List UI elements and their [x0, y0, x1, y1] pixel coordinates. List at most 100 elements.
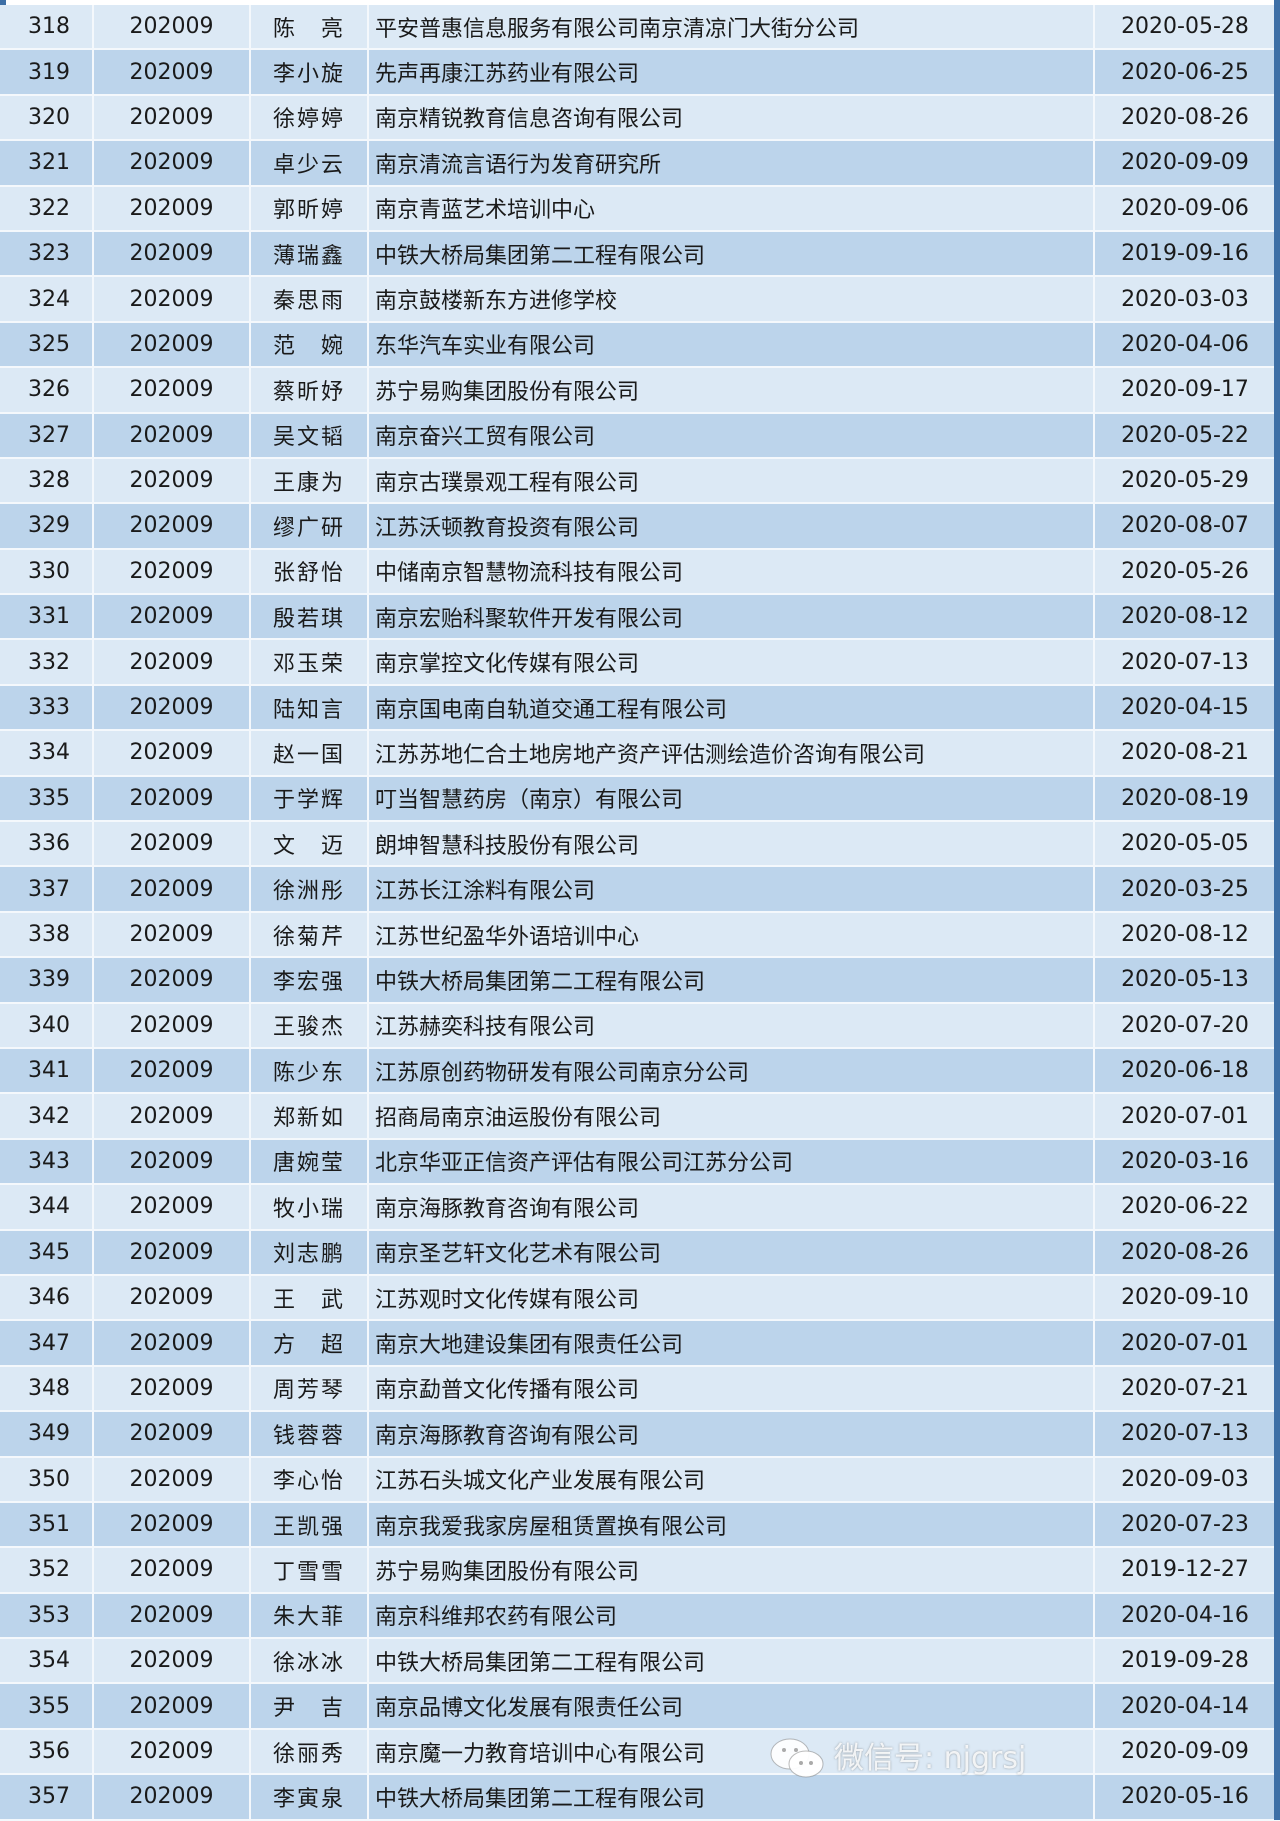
- company-cell: 南京古璞景观工程有限公司: [369, 458, 1095, 503]
- table-row: 342 202009 郑新如 招商局南京油运股份有限公司 2020-07-01: [0, 1094, 1280, 1140]
- table-row: 323 202009 薄瑞鑫 中铁大桥局集团第二工程有限公司 2019-09-16: [0, 231, 1280, 278]
- row-number-cell: 334: [0, 731, 94, 775]
- date-cell: 2020-04-14: [1121, 1693, 1249, 1719]
- company-cell: 江苏原创药物研发有限公司南京分公司: [369, 1048, 1095, 1093]
- company-cell: 南京魔一力教育培训中心有限公司: [369, 1729, 1095, 1774]
- company-cell: 先声再康江苏药业有限公司: [369, 50, 1095, 94]
- batch-cell: 202009: [94, 1593, 251, 1638]
- person-name-cell: 尹 吉: [251, 1684, 369, 1728]
- date-cell: 2020-08-12: [1121, 604, 1249, 630]
- company-cell: 中铁大桥局集团第二工程有限公司: [369, 1775, 1095, 1819]
- company-cell: 北京华亚正信资产评估有限公司江苏分公司: [369, 1139, 1095, 1184]
- row-number-cell: 342: [0, 1094, 94, 1138]
- company-cell: 江苏石头城文化产业发展有限公司: [369, 1457, 1095, 1501]
- company-cell: 南京海豚教育咨询有限公司: [369, 1185, 1095, 1229]
- batch-cell: 202009: [94, 1366, 251, 1411]
- person-name-cell: 徐菊芹: [251, 912, 369, 957]
- date-cell: 2020-08-26: [1121, 104, 1249, 130]
- batch-cell: 202009: [94, 277, 251, 321]
- data-table: 318 202009 陈 亮平安普惠信息服务有限公司南京清凉门大街分公司 2020-0…: [0, 5, 1280, 1821]
- row-number-cell: 322: [0, 186, 94, 230]
- row-number-cell: 344: [0, 1185, 94, 1229]
- row-number-cell: 333: [0, 685, 94, 730]
- row-number-cell: 352: [0, 1548, 94, 1592]
- company-cell: 江苏观时文化传媒有限公司: [369, 1275, 1095, 1320]
- batch-cell: 202009: [94, 5, 251, 49]
- row-number-cell: 350: [0, 1457, 94, 1501]
- person-name-cell: 徐冰冰: [251, 1639, 369, 1683]
- table-row: 348 202009 周芳琴 南京勐普文化传播有限公司 2020-07-21: [0, 1366, 1280, 1413]
- company-cell: 南京清流言语行为发育研究所: [369, 141, 1095, 185]
- table-row: 350 202009 李心怡 江苏石头城文化产业发展有限公司 2020-09-03: [0, 1457, 1280, 1503]
- table-row: 324 202009 秦思雨 南京鼓楼新东方进修学校 2020-03-03: [0, 277, 1280, 323]
- person-name-cell: 邓玉荣: [251, 640, 369, 684]
- company-cell: 南京宏贻科聚软件开发有限公司: [369, 595, 1095, 639]
- company-cell: 江苏苏地仁合土地房地产资产评估测绘造价咨询有限公司: [369, 731, 1095, 775]
- table-row: 319 202009 李小旋 先声再康江苏药业有限公司 2020-06-25: [0, 50, 1280, 96]
- batch-cell: 202009: [94, 549, 251, 594]
- table-row: 322 202009 郭昕婷 南京青蓝艺术培训中心 2020-09-06: [0, 186, 1280, 232]
- row-number-cell: 351: [0, 1502, 94, 1547]
- table-row: 346 202009 王 武江苏观时文化传媒有限公司 2020-09-10: [0, 1275, 1280, 1322]
- person-name-cell: 张舒怡: [251, 549, 369, 594]
- company-cell: 南京圣艺轩文化艺术有限公司: [369, 1230, 1095, 1274]
- batch-cell: 202009: [94, 595, 251, 639]
- table-row: 357 202009 李寅泉 中铁大桥局集团第二工程有限公司 2020-05-16: [0, 1775, 1280, 1821]
- batch-cell: 202009: [94, 504, 251, 548]
- date-cell: 2020-04-16: [1121, 1602, 1249, 1628]
- company-cell: 江苏赫奕科技有限公司: [369, 1003, 1095, 1047]
- table-row: 338 202009 徐菊芹 江苏世纪盈华外语培训中心 2020-08-12: [0, 912, 1280, 959]
- person-name-cell: 方 超: [251, 1321, 369, 1365]
- company-cell: 南京品博文化发展有限责任公司: [369, 1684, 1095, 1728]
- table-row: 320 202009 徐婷婷 南京精锐教育信息咨询有限公司 2020-08-26: [0, 95, 1280, 142]
- batch-cell: 202009: [94, 50, 251, 94]
- table-right-border: [1274, 0, 1280, 1820]
- person-name-cell: 王 武: [251, 1275, 369, 1320]
- date-cell: 2020-09-09: [1121, 1739, 1249, 1765]
- date-cell: 2020-08-12: [1121, 922, 1249, 947]
- table-row: 345 202009 刘志鹏 南京圣艺轩文化艺术有限公司 2020-08-26: [0, 1230, 1280, 1276]
- date-cell: 2020-05-13: [1121, 967, 1249, 993]
- table-row: 339 202009 李宏强 中铁大桥局集团第二工程有限公司 2020-05-13: [0, 958, 1280, 1004]
- table-row: 329 202009 缪广研 江苏沃顿教育投资有限公司 2020-08-07: [0, 504, 1280, 550]
- person-name-cell: 王骏杰: [251, 1003, 369, 1047]
- company-cell: 江苏长江涂料有限公司: [369, 867, 1095, 911]
- batch-cell: 202009: [94, 1639, 251, 1683]
- batch-cell: 202009: [94, 1321, 251, 1365]
- company-cell: 中铁大桥局集团第二工程有限公司: [369, 958, 1095, 1002]
- person-name-cell: 郭昕婷: [251, 186, 369, 230]
- date-cell: 2020-03-25: [1121, 876, 1249, 902]
- batch-cell: 202009: [94, 322, 251, 367]
- date-cell: 2019-09-28: [1121, 1648, 1249, 1674]
- person-name-cell: 郑新如: [251, 1094, 369, 1138]
- table-row: 343 202009 唐婉莹 北京华亚正信资产评估有限公司江苏分公司 2020-03-1…: [0, 1139, 1280, 1186]
- date-cell: 2019-09-16: [1121, 241, 1249, 267]
- person-name-cell: 王康为: [251, 458, 369, 503]
- row-number-cell: 331: [0, 595, 94, 639]
- person-name-cell: 卓少云: [251, 141, 369, 185]
- row-number-cell: 337: [0, 867, 94, 911]
- table-row: 325 202009 范 婉东华汽车实业有限公司 2020-04-06: [0, 322, 1280, 369]
- person-name-cell: 文 迈: [251, 822, 369, 866]
- company-cell: 南京海豚教育咨询有限公司: [369, 1412, 1095, 1456]
- row-number-cell: 318: [0, 5, 94, 49]
- batch-cell: 202009: [94, 231, 251, 276]
- company-cell: 南京掌控文化传媒有限公司: [369, 640, 1095, 684]
- date-cell: 2020-05-28: [1121, 14, 1249, 40]
- row-number-cell: 329: [0, 504, 94, 548]
- company-cell: 南京勐普文化传播有限公司: [369, 1366, 1095, 1411]
- batch-cell: 202009: [94, 1548, 251, 1592]
- batch-cell: 202009: [94, 1230, 251, 1274]
- date-cell: 2020-05-05: [1121, 831, 1249, 857]
- table-row: 335 202009 于学辉 叮当智慧药房（南京）有限公司 2020-08-19: [0, 776, 1280, 823]
- company-cell: 南京鼓楼新东方进修学校: [369, 277, 1095, 321]
- batch-cell: 202009: [94, 141, 251, 185]
- row-number-cell: 320: [0, 95, 94, 140]
- row-number-cell: 341: [0, 1048, 94, 1093]
- company-cell: 南京科维邦农药有限公司: [369, 1593, 1095, 1638]
- row-number-cell: 336: [0, 822, 94, 866]
- person-name-cell: 李寅泉: [251, 1775, 369, 1819]
- person-name-cell: 唐婉莹: [251, 1139, 369, 1184]
- table-row: 341 202009 陈少东 江苏原创药物研发有限公司南京分公司 2020-06-18: [0, 1048, 1280, 1095]
- person-name-cell: 范 婉: [251, 322, 369, 367]
